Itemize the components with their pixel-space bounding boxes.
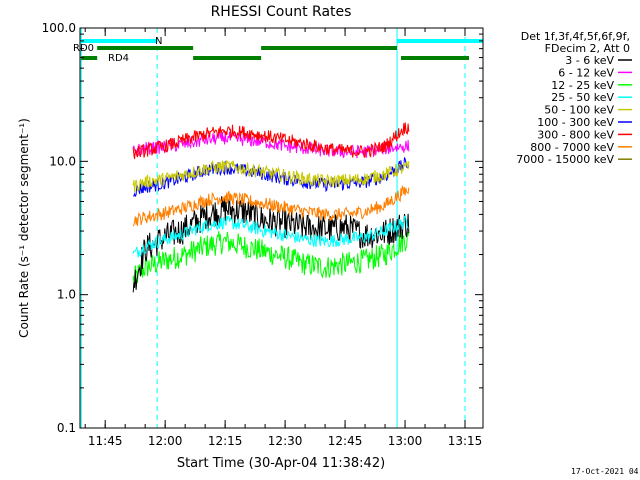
- x-tick-label: 11:45: [88, 434, 123, 448]
- series-line: [132, 122, 410, 160]
- legend-entry-label: 12 - 25 keV: [551, 79, 614, 92]
- series-line: [132, 184, 410, 227]
- y-tick-label: 1.0: [57, 288, 76, 302]
- series-line: [132, 231, 410, 284]
- legend-entry-label: 800 - 7000 keV: [530, 141, 614, 154]
- chart-title: RHESSI Count Rates: [211, 4, 352, 20]
- footer-date: 17-Oct-2021 04:21: [571, 467, 640, 476]
- legend-entry-label: 3 - 6 keV: [565, 54, 614, 67]
- legend-entry-label: 6 - 12 keV: [558, 66, 614, 79]
- series-line: [132, 159, 410, 193]
- legend-entry-label: 50 - 100 keV: [544, 104, 614, 117]
- y-axis-label: Count Rate (s⁻¹ detector segment⁻¹): [17, 118, 31, 338]
- x-tick-label: 12:15: [208, 434, 243, 448]
- x-tick-label: 12:30: [268, 434, 303, 448]
- x-tick-label: 13:00: [388, 434, 423, 448]
- x-tick-label: 12:00: [148, 434, 183, 448]
- y-tick-label: 0.1: [57, 421, 76, 435]
- legend-entry-label: 100 - 300 keV: [537, 116, 614, 129]
- legend-title-line-1: Det 1f,3f,4f,5f,6f,9f,: [521, 30, 630, 43]
- x-tick-label: 12:45: [328, 434, 363, 448]
- y-tick-label: 100.0: [42, 21, 76, 35]
- legend-title-line-2: FDecim 2, Att 0: [545, 42, 630, 55]
- legend-entry-label: 7000 - 15000 keV: [516, 153, 614, 166]
- plot-frame: [79, 27, 484, 429]
- legend-entry-label: 25 - 50 keV: [551, 91, 614, 104]
- series-line: [132, 131, 410, 159]
- axis-ticks: 0.1 1.0 10.0 100.0 11:45 12:00 12:15 12:30 12:45…: [42, 21, 483, 448]
- legend-entry-label: 300 - 800 keV: [537, 128, 614, 141]
- series-line: [132, 215, 409, 258]
- x-axis-label: Start Time (30-Apr-04 11:38:42): [177, 456, 385, 471]
- night-label: N: [155, 36, 162, 47]
- rd4-label: RD4: [108, 53, 129, 64]
- x-tick-label: 13:15: [448, 434, 483, 448]
- y-tick-label: 10.0: [49, 154, 76, 168]
